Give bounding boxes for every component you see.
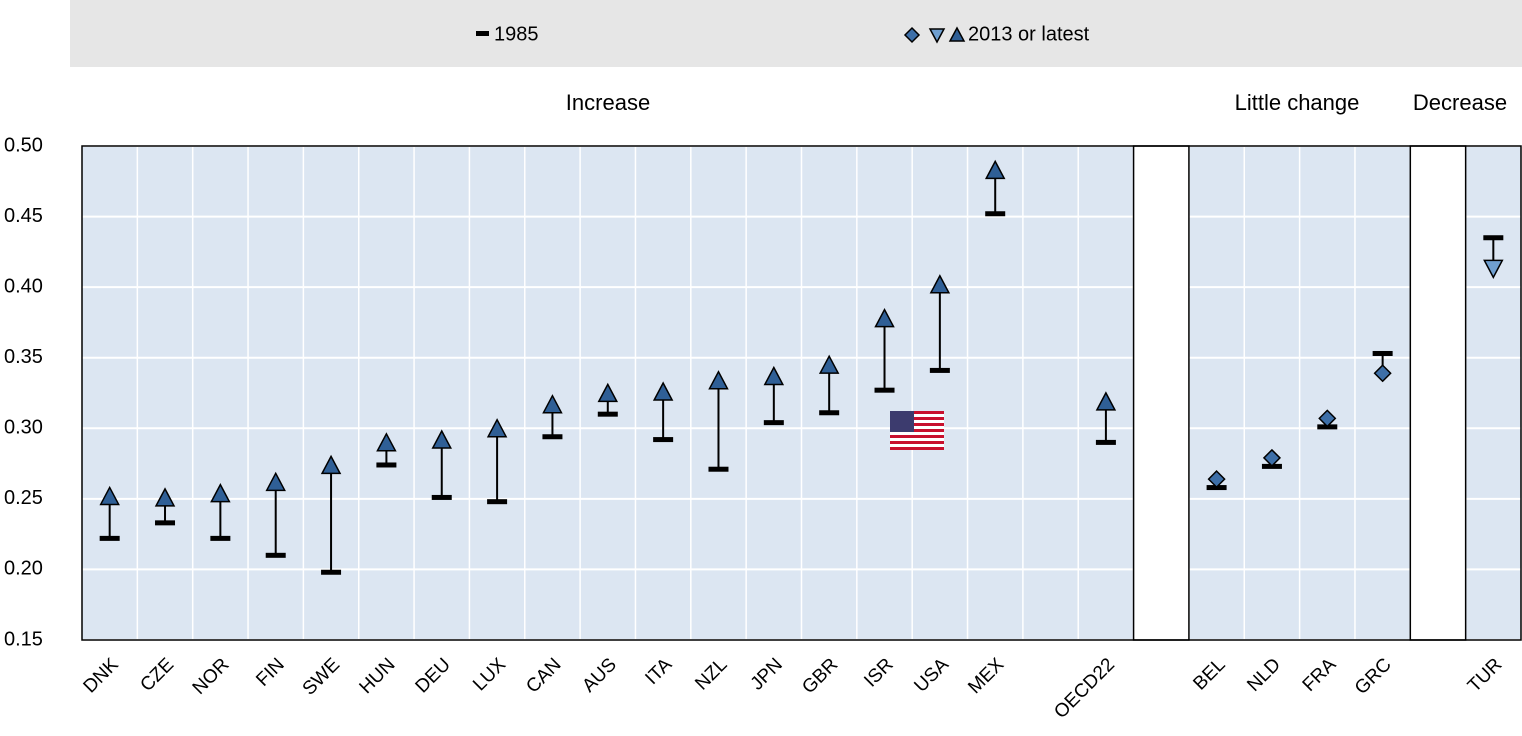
marker-2013 (1207, 470, 1226, 489)
x-tick-label: ITA (641, 654, 676, 689)
x-tick-label: USA (910, 654, 953, 697)
group-label: Increase (566, 90, 650, 115)
x-tick-label: ISR (860, 654, 897, 691)
plot-frame (81, 145, 1522, 641)
marker-1985 (321, 569, 342, 575)
x-tick-label: FIN (252, 654, 288, 690)
marker-1985 (431, 494, 452, 500)
y-tick-label: 0.25 (4, 487, 43, 509)
marker-2013 (929, 274, 951, 294)
marker-2013 (652, 381, 674, 401)
usa-flag (890, 411, 944, 450)
marker-2013 (210, 483, 231, 503)
marker-2013 (984, 159, 1006, 180)
group-label: Decrease (1413, 90, 1507, 115)
marker-1985 (985, 211, 1006, 217)
y-tick-label: 0.50 (4, 134, 43, 156)
x-tick-label: HUN (356, 654, 400, 698)
marker-1985 (819, 410, 840, 416)
legend-swatch (903, 26, 921, 44)
marker-1985 (597, 411, 618, 417)
marker-2013 (1483, 259, 1504, 279)
x-tick-label: JPN (747, 654, 787, 694)
y-tick-label: 0.45 (4, 205, 43, 227)
group-label: Little change (1235, 90, 1360, 115)
marker-2013 (154, 487, 176, 507)
x-tick-label: BEL (1189, 654, 1229, 694)
y-tick-label: 0.40 (4, 275, 43, 297)
x-tick-label: NOR (189, 654, 234, 699)
marker-1985 (99, 535, 120, 541)
marker-1985 (708, 466, 729, 472)
legend-swatch (476, 31, 489, 36)
marker-2013 (486, 418, 508, 438)
marker-2013 (597, 382, 619, 403)
x-tick-label: MEX (964, 654, 1008, 698)
group-gap (1132, 145, 1190, 641)
marker-2013 (1095, 391, 1117, 411)
marker-2013 (376, 432, 397, 452)
marker-1985 (929, 367, 950, 373)
marker-2013 (431, 429, 452, 449)
group-gap (1409, 145, 1467, 641)
x-tick-label: OECD22 (1050, 654, 1119, 723)
y-tick-label: 0.20 (4, 558, 43, 580)
marker-1985 (265, 552, 286, 558)
x-tick-label: CAN (522, 654, 565, 697)
marker-1985 (874, 387, 895, 393)
marker-1985 (1372, 350, 1393, 356)
marker-2013 (265, 471, 286, 492)
marker-1985 (542, 434, 563, 440)
marker-2013 (818, 354, 840, 374)
marker-1985 (210, 535, 231, 541)
x-tick-label: TUR (1464, 654, 1506, 696)
marker-2013 (708, 370, 729, 390)
marker-2013 (1262, 448, 1282, 467)
x-tick-label: DNK (80, 654, 123, 697)
y-tick-label: 0.30 (4, 417, 43, 439)
x-tick-label: SWE (299, 654, 344, 699)
marker-1985 (763, 420, 784, 426)
marker-1985 (487, 499, 508, 505)
legend-swatch (928, 28, 946, 44)
marker-2013 (99, 485, 120, 506)
legend-swatch (948, 26, 966, 42)
marker-2013 (1318, 409, 1337, 428)
x-tick-label: CZE (136, 654, 178, 696)
x-tick-label: AUS (578, 654, 620, 696)
marker-1985 (1095, 439, 1116, 445)
x-tick-label: LUX (469, 654, 510, 695)
x-tick-label: GBR (798, 654, 842, 698)
x-tick-label: FRA (1299, 654, 1341, 696)
marker-1985 (653, 437, 674, 443)
legend-label: 2013 or latest (968, 23, 1090, 45)
marker-1985 (376, 462, 397, 468)
y-tick-label: 0.15 (4, 628, 43, 650)
x-tick-label: NZL (691, 654, 731, 694)
marker-2013 (320, 454, 342, 475)
marker-1985 (155, 520, 176, 526)
legend-label: 1985 (494, 23, 539, 45)
y-tick-label: 0.35 (4, 346, 43, 368)
marker-2013 (763, 365, 785, 386)
x-tick-label: GRC (1351, 654, 1396, 699)
x-tick-label: DEU (412, 654, 455, 697)
x-tick-label: NLD (1243, 654, 1285, 696)
marker-2013 (542, 394, 563, 414)
legend-box (70, 0, 1522, 67)
marker-2013 (1373, 364, 1392, 383)
marker-1985 (1483, 235, 1504, 241)
marker-2013 (874, 308, 895, 328)
